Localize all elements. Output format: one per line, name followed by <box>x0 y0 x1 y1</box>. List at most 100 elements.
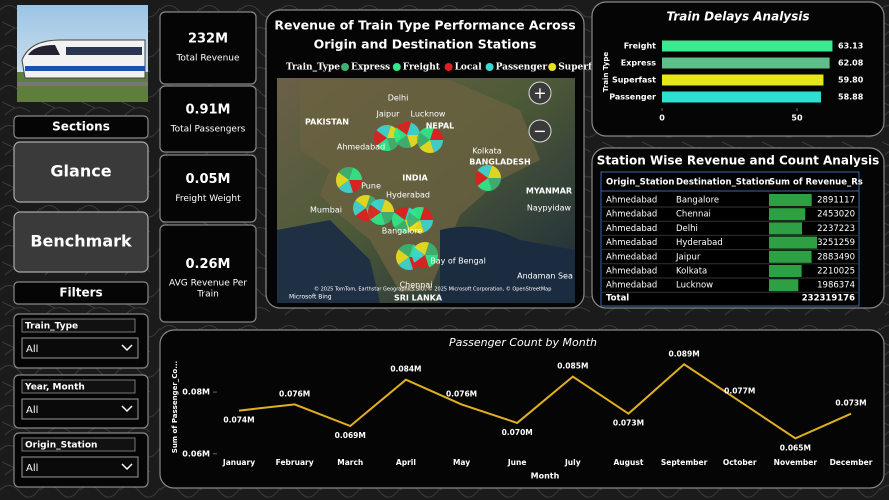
kpi-label: Freight Weight <box>175 194 241 204</box>
filter-dropdown[interactable] <box>21 337 139 359</box>
pie-slice <box>338 180 354 193</box>
pie-slice <box>338 167 354 180</box>
nav-button-box[interactable] <box>13 211 149 273</box>
kpi-label-line: Train <box>196 289 219 299</box>
map-pie <box>407 207 433 233</box>
zoom-circle[interactable] <box>528 81 552 105</box>
nav-button-label[interactable]: Glance <box>50 162 111 181</box>
zoom-circle[interactable] <box>528 119 552 143</box>
data-label: 0.074M <box>223 416 254 425</box>
pie-slice <box>488 177 501 191</box>
legend-label: Express <box>351 63 390 73</box>
data-bar <box>769 236 817 249</box>
zoom-symbol[interactable]: + <box>533 84 546 103</box>
data-label: 0.065M <box>780 443 811 452</box>
pie-slice <box>475 170 488 186</box>
legend-swatch <box>548 63 557 71</box>
zoom-button[interactable]: − <box>528 119 552 143</box>
legend-label: Superfast <box>558 63 608 73</box>
pie-slice <box>425 254 438 268</box>
table-title: Station Wise Revenue and Count Analysis <box>597 154 880 168</box>
pie-slice <box>407 134 421 148</box>
pie-slice <box>336 172 349 188</box>
column-header: Origin_Station <box>606 178 674 188</box>
y-tick-label: 0.08M <box>182 388 210 397</box>
data-bar <box>769 279 799 292</box>
filter-label: Origin_Station <box>25 441 97 451</box>
map-pie <box>475 165 501 191</box>
filter-value[interactable]: All <box>26 344 38 355</box>
place-label: Ahmedabad <box>337 143 385 152</box>
data-label: 0.089M <box>668 349 699 358</box>
cell: 2453020 <box>817 210 855 220</box>
map-pie <box>417 127 444 153</box>
cell: Lucknow <box>676 281 713 291</box>
pie-slice <box>396 135 412 148</box>
filter-label-box <box>21 318 136 333</box>
place-label: Hyderabad <box>386 191 430 200</box>
legend-entry: Superfast <box>548 63 608 73</box>
cell: Kolkata <box>676 267 707 277</box>
bar <box>662 57 830 69</box>
legend-swatch <box>444 63 453 71</box>
nav-button[interactable]: Benchmark <box>13 211 149 273</box>
pie-slice <box>420 207 433 220</box>
pie-slice <box>368 204 381 220</box>
pie-slice <box>381 199 394 212</box>
bar <box>662 91 821 103</box>
place-label: Naypyidaw <box>527 204 572 213</box>
pie-slice <box>396 249 409 265</box>
nav-button-label[interactable]: Benchmark <box>30 232 132 251</box>
zoom-button[interactable]: + <box>528 81 552 105</box>
y-tick-label: Express <box>621 59 656 68</box>
map-brand: Microsoft Bing <box>289 294 332 301</box>
y-axis-label: Sum of Passenger_Co... <box>171 361 179 453</box>
zoom-symbol[interactable]: − <box>533 122 546 141</box>
pie-slice <box>398 244 414 257</box>
filter-slicer: Train_Type All <box>13 313 149 369</box>
x-tick-label: May <box>453 458 470 467</box>
kpi-label-line: AVG Revenue Per <box>169 278 247 288</box>
x-tick-label: November <box>774 458 818 467</box>
pie-slice <box>412 247 425 263</box>
y-tick-label: Freight <box>624 42 656 51</box>
x-tick-label: October <box>723 458 757 467</box>
dropdown-chevron[interactable] <box>121 463 133 471</box>
line-series <box>238 363 852 440</box>
cell: Chennai <box>676 210 711 220</box>
data-bar <box>769 250 812 263</box>
filter-label-box <box>21 379 136 394</box>
pie-slice <box>409 220 425 233</box>
cell: Ahmedabad <box>606 196 657 206</box>
filter-dropdown[interactable] <box>21 456 139 478</box>
nav-button[interactable]: Glance <box>13 141 149 203</box>
filter-dropdown[interactable] <box>21 398 139 420</box>
filter-label: Train_Type <box>25 322 78 332</box>
place-label: SRI LANKA <box>394 294 443 303</box>
data-label: 62.08 <box>838 59 864 68</box>
legend-entry: Express <box>341 63 390 73</box>
x-tick-label: December <box>830 458 873 467</box>
pie-slice <box>376 138 392 151</box>
x-tick-label: March <box>337 458 363 467</box>
filter-label: Year, Month <box>24 383 85 393</box>
data-label: 0.070M <box>502 428 533 437</box>
pie-slice <box>430 139 444 153</box>
filter-value[interactable]: All <box>26 405 38 416</box>
place-label: PAKISTAN <box>305 118 349 127</box>
cell: 3251259 <box>817 238 855 248</box>
legend-label: Freight <box>403 63 441 73</box>
nav-button-box[interactable] <box>13 141 149 203</box>
legend-title: Train_Type <box>286 63 340 73</box>
data-label: 59.80 <box>838 76 864 85</box>
column-header: Destination_Station <box>676 178 771 188</box>
cell: Ahmedabad <box>606 267 657 277</box>
legend-entry: Freight <box>392 63 441 73</box>
pie-slice <box>409 207 425 220</box>
dropdown-chevron[interactable] <box>121 405 133 413</box>
x-tick-label: 0 <box>659 114 665 123</box>
dropdown-chevron[interactable] <box>121 344 133 352</box>
kpi-box <box>159 224 257 323</box>
filter-value[interactable]: All <box>26 463 38 474</box>
